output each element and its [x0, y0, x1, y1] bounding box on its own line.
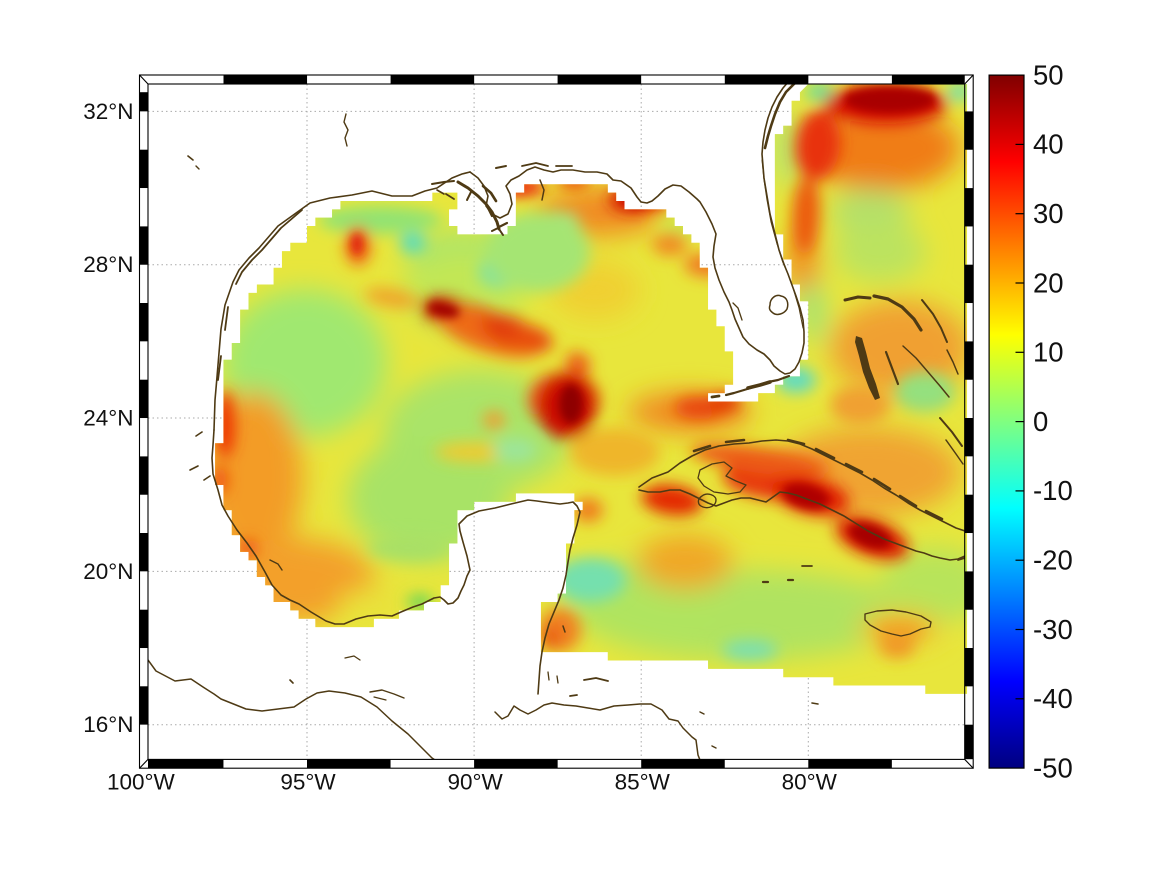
svg-text:-10: -10	[1033, 475, 1073, 506]
svg-text:24°N: 24°N	[83, 405, 133, 430]
svg-text:20°N: 20°N	[83, 559, 133, 584]
svg-text:80°W: 80°W	[782, 770, 838, 795]
svg-text:100°W: 100°W	[107, 770, 176, 795]
svg-text:28°N: 28°N	[83, 252, 133, 277]
svg-text:50: 50	[1033, 59, 1064, 90]
svg-text:-20: -20	[1033, 544, 1073, 575]
svg-text:-40: -40	[1033, 683, 1073, 714]
svg-text:32°N: 32°N	[83, 99, 133, 124]
svg-text:90°W: 90°W	[447, 770, 503, 795]
svg-text:85°W: 85°W	[615, 770, 671, 795]
svg-text:0: 0	[1033, 406, 1048, 437]
svg-text:-50: -50	[1033, 752, 1073, 783]
svg-text:10: 10	[1033, 337, 1064, 368]
svg-text:40: 40	[1033, 129, 1064, 160]
svg-text:20: 20	[1033, 267, 1064, 298]
svg-text:30: 30	[1033, 198, 1064, 229]
svg-text:16°N: 16°N	[83, 712, 133, 737]
svg-text:95°W: 95°W	[280, 770, 336, 795]
svg-text:-30: -30	[1033, 614, 1073, 645]
